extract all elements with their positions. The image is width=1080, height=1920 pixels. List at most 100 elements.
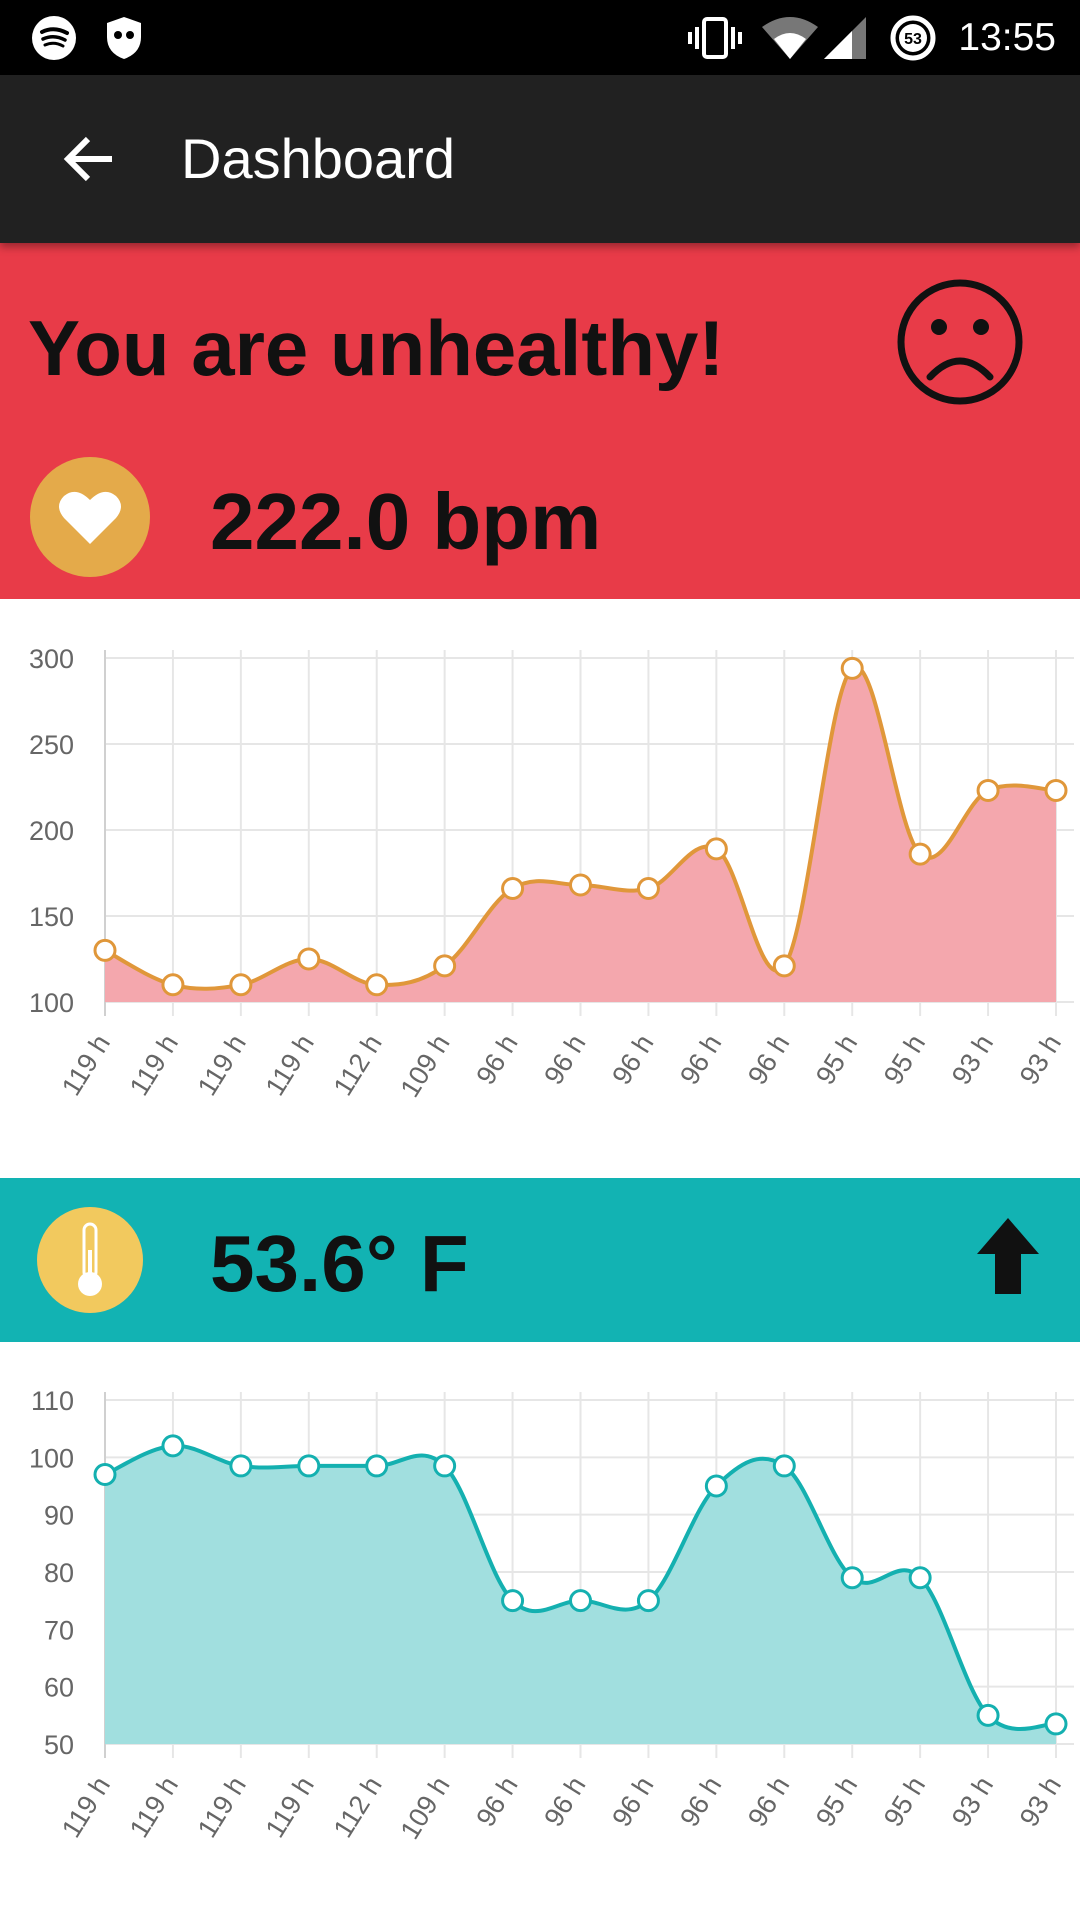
data-point[interactable] xyxy=(161,973,185,997)
health-status-panel: You are unhealthy! 222.0 bpm xyxy=(0,243,1080,599)
data-point[interactable] xyxy=(976,778,1000,802)
spotify-icon xyxy=(30,0,78,75)
series-area xyxy=(105,666,1056,1002)
x-tick-label: 96 h xyxy=(742,1029,795,1089)
y-tick-label: 60 xyxy=(44,1673,74,1703)
app-bar: Dashboard xyxy=(0,75,1080,243)
x-tick-label: 119 h xyxy=(56,1771,116,1842)
data-point[interactable] xyxy=(365,973,389,997)
x-tick-label: 119 h xyxy=(192,1029,252,1100)
y-tick-label: 100 xyxy=(29,988,74,1018)
data-point[interactable] xyxy=(433,1454,457,1478)
data-point[interactable] xyxy=(636,1589,660,1613)
data-point[interactable] xyxy=(229,1454,253,1478)
data-point[interactable] xyxy=(161,1434,185,1458)
x-tick-label: 96 h xyxy=(470,1029,523,1089)
y-tick-label: 50 xyxy=(44,1730,74,1760)
x-tick-label: 96 h xyxy=(674,1029,727,1089)
data-point[interactable] xyxy=(908,842,932,866)
temperature-panel: 53.6° F xyxy=(0,1178,1080,1342)
clock: 13:55 xyxy=(958,16,1056,59)
x-tick-label: 109 h xyxy=(394,1771,455,1844)
x-tick-label: 96 h xyxy=(470,1771,523,1831)
heart-badge xyxy=(30,457,150,577)
data-point[interactable] xyxy=(229,973,253,997)
x-tick-label: 96 h xyxy=(606,1029,659,1089)
data-saver-icon: 53 xyxy=(889,0,937,75)
data-point[interactable] xyxy=(772,954,796,978)
x-tick-label: 96 h xyxy=(538,1029,591,1089)
data-point[interactable] xyxy=(636,876,660,900)
back-button[interactable] xyxy=(50,119,130,199)
x-tick-label: 119 h xyxy=(124,1029,184,1100)
x-tick-label: 93 h xyxy=(1014,1029,1067,1089)
x-tick-label: 119 h xyxy=(124,1771,184,1842)
y-tick-label: 80 xyxy=(44,1558,74,1588)
data-point[interactable] xyxy=(433,954,457,978)
temperature-value: 53.6° F xyxy=(210,1219,469,1308)
signal-icon xyxy=(822,0,868,75)
x-tick-label: 119 h xyxy=(260,1771,320,1842)
x-tick-label: 95 h xyxy=(810,1771,863,1831)
data-point[interactable] xyxy=(1044,1712,1068,1736)
data-point[interactable] xyxy=(501,876,525,900)
x-tick-label: 119 h xyxy=(192,1771,252,1842)
data-point[interactable] xyxy=(501,1589,525,1613)
data-point[interactable] xyxy=(569,1589,592,1613)
x-tick-label: 119 h xyxy=(56,1029,116,1100)
data-point[interactable] xyxy=(569,873,592,897)
data-point[interactable] xyxy=(93,1463,117,1487)
y-tick-label: 100 xyxy=(29,1443,74,1473)
vibrate-icon xyxy=(688,0,742,75)
data-point[interactable] xyxy=(772,1454,796,1478)
x-tick-label: 112 h xyxy=(328,1771,388,1842)
x-tick-label: 112 h xyxy=(328,1029,388,1100)
data-point[interactable] xyxy=(1044,778,1068,802)
heart-icon xyxy=(59,491,121,544)
thermometer-badge xyxy=(37,1207,143,1313)
data-saver-badge: 53 xyxy=(904,31,922,48)
x-tick-label: 93 h xyxy=(1014,1771,1067,1831)
y-tick-label: 110 xyxy=(31,1386,74,1416)
health-message: You are unhealthy! xyxy=(28,304,725,392)
x-tick-label: 96 h xyxy=(606,1771,659,1831)
x-tick-label: 96 h xyxy=(538,1771,591,1831)
x-tick-label: 95 h xyxy=(810,1029,863,1089)
x-tick-label: 95 h xyxy=(878,1029,931,1089)
x-tick-label: 93 h xyxy=(946,1771,999,1831)
y-tick-label: 150 xyxy=(29,902,74,932)
y-tick-label: 300 xyxy=(29,644,74,674)
series-area xyxy=(105,1445,1056,1744)
data-point[interactable] xyxy=(840,656,864,680)
x-tick-label: 96 h xyxy=(742,1771,795,1831)
y-tick-label: 90 xyxy=(44,1501,74,1531)
y-tick-label: 70 xyxy=(44,1615,74,1645)
heart-rate-value: 222.0 bpm xyxy=(210,477,602,566)
data-point[interactable] xyxy=(297,1454,321,1478)
data-point[interactable] xyxy=(365,1454,389,1478)
x-tick-label: 109 h xyxy=(394,1029,455,1102)
wifi-icon xyxy=(760,0,820,75)
data-point[interactable] xyxy=(840,1566,864,1590)
thermometer-icon xyxy=(78,1222,102,1296)
arrow-back-icon xyxy=(63,136,112,182)
page-title: Dashboard xyxy=(181,127,455,190)
status-bar: 53 13:55 xyxy=(0,0,1080,75)
x-tick-label: 95 h xyxy=(878,1771,931,1831)
data-point[interactable] xyxy=(704,837,728,861)
y-tick-label: 250 xyxy=(29,730,74,760)
x-tick-label: 119 h xyxy=(260,1029,320,1100)
data-point[interactable] xyxy=(976,1703,1000,1727)
data-point[interactable] xyxy=(704,1474,728,1498)
shield-icon xyxy=(104,0,144,75)
sad-face-icon xyxy=(895,277,1025,412)
x-tick-label: 93 h xyxy=(946,1029,999,1089)
y-tick-label: 200 xyxy=(29,816,74,846)
x-tick-label: 96 h xyxy=(674,1771,727,1831)
data-point[interactable] xyxy=(908,1566,932,1590)
data-point[interactable] xyxy=(297,947,321,971)
data-point[interactable] xyxy=(93,938,117,962)
arrow-up-icon xyxy=(975,1216,1041,1301)
